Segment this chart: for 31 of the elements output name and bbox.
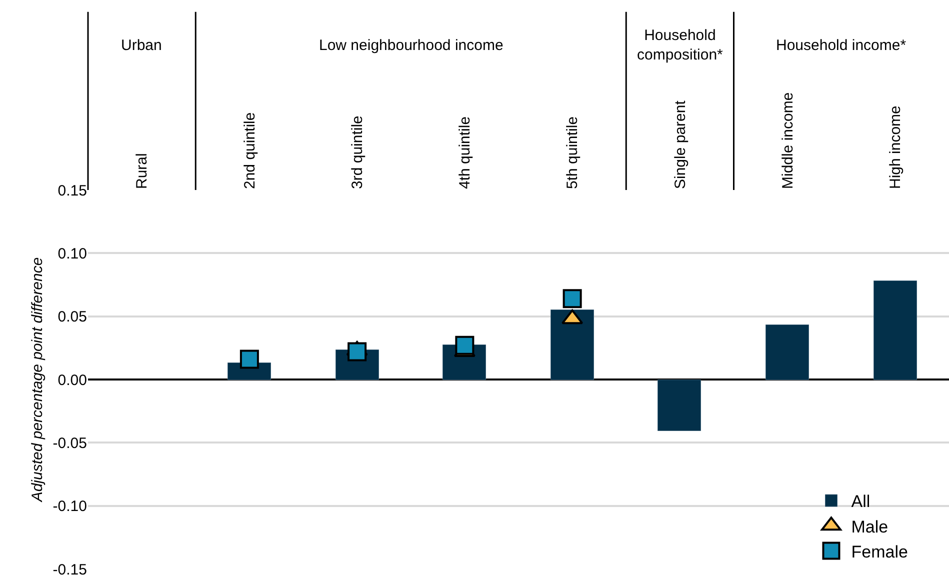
x-tick-label: 2nd quintile: [241, 112, 258, 189]
x-tick-label: High income: [887, 106, 904, 189]
y-tick-label: 0.00: [58, 372, 87, 389]
bar: [874, 280, 917, 380]
x-tick-label: 4th quintile: [456, 116, 474, 189]
legend-label: Female: [851, 542, 908, 562]
y-tick-label: -0.15: [52, 561, 87, 578]
text: Low neighbourhood income: [319, 37, 504, 54]
point: [562, 289, 582, 308]
x-tick-label: Rural: [134, 153, 151, 189]
legend-label: All: [851, 492, 870, 512]
y-tick-label: 0.05: [58, 308, 87, 326]
point: [348, 342, 367, 362]
y-tick-label: 0.15: [58, 182, 87, 200]
bar: [550, 310, 594, 380]
bar: [658, 380, 701, 431]
y-tick-label: 0.10: [58, 245, 87, 262]
text: Household composition*: [637, 27, 724, 64]
x-tick-label: Single parent: [672, 100, 689, 189]
x-tick-label: 3rd quintile: [348, 116, 366, 189]
y-tick-label: -0.10: [52, 498, 87, 516]
x-tick-label: Middle income: [779, 92, 796, 189]
x-tick-label: 5th quintile: [564, 116, 582, 189]
y-tick-label: -0.05: [52, 434, 87, 452]
point: [455, 336, 474, 355]
text: Household income*: [776, 37, 906, 54]
point: [240, 350, 259, 369]
legend-label: Male: [851, 517, 888, 536]
bar: [766, 324, 809, 380]
text: Urban: [121, 37, 162, 54]
y-axis-title: Adjusted percentage point difference: [29, 257, 46, 503]
